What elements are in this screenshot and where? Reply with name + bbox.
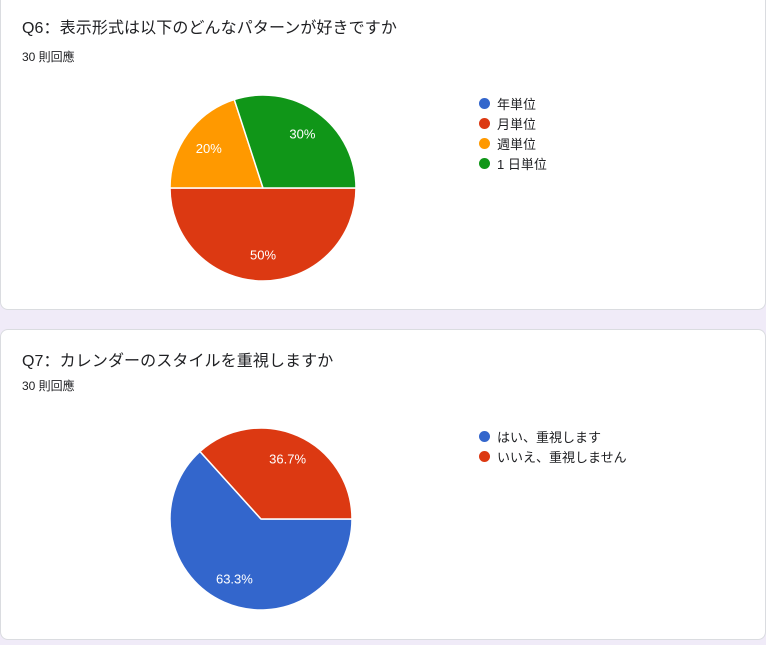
- responses-count-q6: 30 則回應: [22, 50, 75, 64]
- question-card-q7: [0, 329, 766, 640]
- pie-slice-label: 63.3%: [216, 571, 253, 586]
- pie-slice-2[interactable]: [169, 98, 264, 189]
- pie-chart-q7: 63.3% 36.7%: [169, 427, 353, 611]
- legend-color-dot: [479, 118, 490, 129]
- legend-item: 週単位: [479, 137, 547, 152]
- pie-slice-3[interactable]: [233, 94, 357, 189]
- legend-label: 週単位: [497, 137, 537, 152]
- pie-slice-1[interactable]: [199, 427, 353, 520]
- pie-slice-0[interactable]: [169, 450, 353, 611]
- legend-q7: はい、重視しますいいえ、重視しません: [479, 430, 627, 470]
- legend-color-dot: [479, 138, 490, 149]
- legend-item: 月単位: [479, 117, 547, 132]
- legend-color-dot: [479, 431, 490, 442]
- legend-item: いいえ、重視しません: [479, 450, 627, 465]
- pie-slice-label: 20%: [196, 141, 222, 156]
- legend-q6: 年単位月単位週単位 1 日単位: [479, 97, 547, 177]
- pie-chart-q6: 50% 20% 30%: [169, 94, 357, 282]
- pie-slice-label: 50%: [250, 248, 276, 263]
- legend-label: 1 日単位: [497, 157, 547, 172]
- pie-slice-label: 30%: [289, 126, 315, 141]
- legend-label: はい、重視します: [497, 430, 602, 445]
- legend-color-dot: [479, 451, 490, 462]
- question-title-q6: Q6：表示形式は以下のどんなパターンが好きですか: [22, 20, 397, 37]
- pie-slice-label: 36.7%: [269, 452, 306, 467]
- legend-item: はい、重視します: [479, 430, 627, 445]
- legend-color-dot: [479, 158, 490, 169]
- legend-label: 月単位: [497, 117, 537, 132]
- legend-item: 1 日単位: [479, 157, 547, 172]
- responses-count-q7: 30 則回應: [22, 379, 75, 393]
- question-card-q6: [0, 0, 766, 310]
- legend-label: 年単位: [497, 97, 537, 112]
- question-title-q7: Q7：カレンダーのスタイルを重視しますか: [22, 353, 334, 370]
- pie-slice-1[interactable]: [169, 187, 357, 282]
- legend-label: いいえ、重視しません: [497, 450, 627, 465]
- legend-item: 年単位: [479, 97, 547, 112]
- legend-color-dot: [479, 98, 490, 109]
